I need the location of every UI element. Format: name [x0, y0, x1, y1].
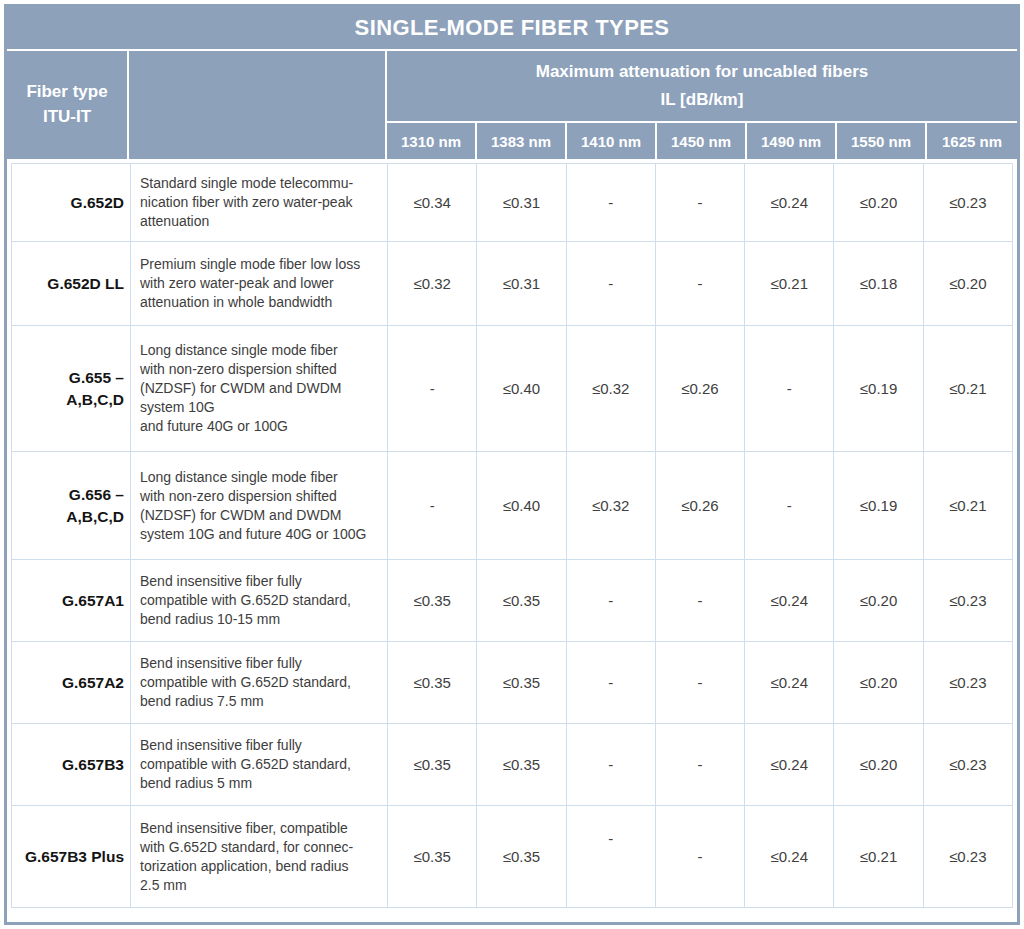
description-cell: Standard single mode telecommu- nication…	[131, 164, 388, 242]
fiber-type-column-header: Fiber type ITU-IT	[7, 51, 129, 159]
description-cell: Bend insensitive fiber, compatible with …	[131, 806, 388, 908]
attenuation-value-cell: ≤0.24	[745, 806, 834, 908]
fiber-type-cell: G.657B3	[12, 724, 131, 806]
wavelength-header: 1550 nm	[837, 123, 927, 159]
fiber-type-cell: G.652D	[12, 164, 131, 242]
description-cell: Long distance single mode fiber with non…	[131, 452, 388, 560]
attenuation-value-cell: -	[745, 452, 834, 560]
table-header: SINGLE-MODE FIBER TYPES Fiber type ITU-I…	[7, 7, 1017, 159]
table-row: G.657B3Bend insensitive fiber fully comp…	[12, 724, 1013, 806]
attenuation-value-cell: ≤0.23	[923, 806, 1012, 908]
description-cell: Premium single mode fiber low loss with …	[131, 242, 388, 326]
wavelength-header: 1490 nm	[747, 123, 837, 159]
attenuation-value-cell: ≤0.35	[388, 806, 477, 908]
attenuation-value-cell: ≤0.19	[834, 326, 923, 452]
attenuation-value-cell: ≤0.34	[388, 164, 477, 242]
attenuation-value-cell: ≤0.24	[745, 642, 834, 724]
attenuation-value-cell: ≤0.21	[923, 326, 1012, 452]
description-column-header	[129, 51, 387, 159]
attenuation-value-cell: ≤0.24	[745, 560, 834, 642]
attenuation-value-cell: ≤0.21	[923, 452, 1012, 560]
attenuation-value-cell: -	[655, 806, 744, 908]
attenuation-value-cell: ≤0.20	[834, 164, 923, 242]
attenuation-value-cell: -	[566, 642, 655, 724]
attenuation-value-cell: ≤0.40	[477, 452, 566, 560]
attenuation-value-cell: ≤0.35	[388, 724, 477, 806]
attenuation-value-cell: ≤0.32	[566, 326, 655, 452]
attenuation-value-cell: -	[566, 724, 655, 806]
attenuation-value-cell: ≤0.35	[477, 724, 566, 806]
attenuation-value-cell: ≤0.19	[834, 452, 923, 560]
wavelength-header: 1450 nm	[657, 123, 747, 159]
attenuation-value-cell: ≤0.21	[745, 242, 834, 326]
attenuation-value-cell: ≤0.40	[477, 326, 566, 452]
attenuation-value-cell: ≤0.20	[834, 724, 923, 806]
attenuation-value-cell: -	[566, 560, 655, 642]
attenuation-value-cell: -	[655, 724, 744, 806]
attenuation-value-cell: -	[655, 164, 744, 242]
attenuation-value-cell: -	[566, 164, 655, 242]
attenuation-value-cell: ≤0.31	[477, 242, 566, 326]
attenuation-value-cell: ≤0.20	[834, 642, 923, 724]
table-row: G.657A1Bend insensitive fiber fully comp…	[12, 560, 1013, 642]
attenuation-group-header: Maximum attenuation for uncabled fibers …	[387, 51, 1017, 123]
attenuation-value-cell: ≤0.23	[923, 724, 1012, 806]
attenuation-value-cell: ≤0.35	[477, 806, 566, 908]
attenuation-value-cell: ≤0.24	[745, 164, 834, 242]
fiber-type-cell: G.655 – A,B,C,D	[12, 326, 131, 452]
attenuation-value-cell: ≤0.35	[477, 642, 566, 724]
attenuation-value-cell: -	[745, 326, 834, 452]
fiber-types-table: SINGLE-MODE FIBER TYPES Fiber type ITU-I…	[4, 4, 1020, 925]
attenuation-value-cell: -	[655, 642, 744, 724]
table-row: G.652D LLPremium single mode fiber low l…	[12, 242, 1013, 326]
attenuation-value-cell: ≤0.32	[566, 452, 655, 560]
description-cell: Bend insensitive fiber fully compatible …	[131, 724, 388, 806]
attenuation-value-cell: ≤0.26	[655, 326, 744, 452]
description-cell: Long distance single mode fiber with non…	[131, 326, 388, 452]
table-row: G.652DStandard single mode telecommu- ni…	[12, 164, 1013, 242]
attenuation-value-cell: ≤0.24	[745, 724, 834, 806]
attenuation-value-cell: -	[655, 242, 744, 326]
wavelength-header: 1625 nm	[927, 123, 1017, 159]
fiber-type-cell: G.657A1	[12, 560, 131, 642]
page: SINGLE-MODE FIBER TYPES Fiber type ITU-I…	[0, 0, 1024, 929]
attenuation-value-cell: -	[388, 326, 477, 452]
attenuation-value-cell: ≤0.23	[923, 560, 1012, 642]
table-row: G.656 – A,B,C,DLong distance single mode…	[12, 452, 1013, 560]
attenuation-value-cell: ≤0.20	[834, 560, 923, 642]
attenuation-value-cell: ≤0.23	[923, 642, 1012, 724]
attenuation-value-cell: ≤0.21	[834, 806, 923, 908]
wavelength-header: 1410 nm	[567, 123, 657, 159]
attenuation-value-cell: ≤0.31	[477, 164, 566, 242]
table-body-area: G.652DStandard single mode telecommu- ni…	[7, 159, 1017, 913]
attenuation-value-cell: ≤0.20	[923, 242, 1012, 326]
table-row: G.657B3 PlusBend insensitive fiber, comp…	[12, 806, 1013, 908]
attenuation-value-cell: ≤0.18	[834, 242, 923, 326]
attenuation-value-cell: ≤0.23	[923, 164, 1012, 242]
description-cell: Bend insensitive fiber fully compatible …	[131, 560, 388, 642]
attenuation-value-cell: -	[566, 806, 655, 908]
fiber-data-table: G.652DStandard single mode telecommu- ni…	[11, 163, 1013, 908]
table-row: G.655 – A,B,C,DLong distance single mode…	[12, 326, 1013, 452]
fiber-type-cell: G.657A2	[12, 642, 131, 724]
attenuation-value-cell: ≤0.35	[388, 560, 477, 642]
description-cell: Bend insensitive fiber fully compatible …	[131, 642, 388, 724]
fiber-type-cell: G.656 – A,B,C,D	[12, 452, 131, 560]
table-title: SINGLE-MODE FIBER TYPES	[7, 7, 1017, 51]
attenuation-value-cell: ≤0.26	[655, 452, 744, 560]
attenuation-value-cell: ≤0.35	[388, 642, 477, 724]
attenuation-value-cell: ≤0.32	[388, 242, 477, 326]
table-row: G.657A2Bend insensitive fiber fully comp…	[12, 642, 1013, 724]
fiber-type-cell: G.657B3 Plus	[12, 806, 131, 908]
attenuation-value-cell: -	[388, 452, 477, 560]
wavelength-header: 1383 nm	[477, 123, 567, 159]
attenuation-value-cell: ≤0.35	[477, 560, 566, 642]
attenuation-value-cell: -	[566, 242, 655, 326]
fiber-type-cell: G.652D LL	[12, 242, 131, 326]
attenuation-value-cell: -	[655, 560, 744, 642]
wavelength-header: 1310 nm	[387, 123, 477, 159]
